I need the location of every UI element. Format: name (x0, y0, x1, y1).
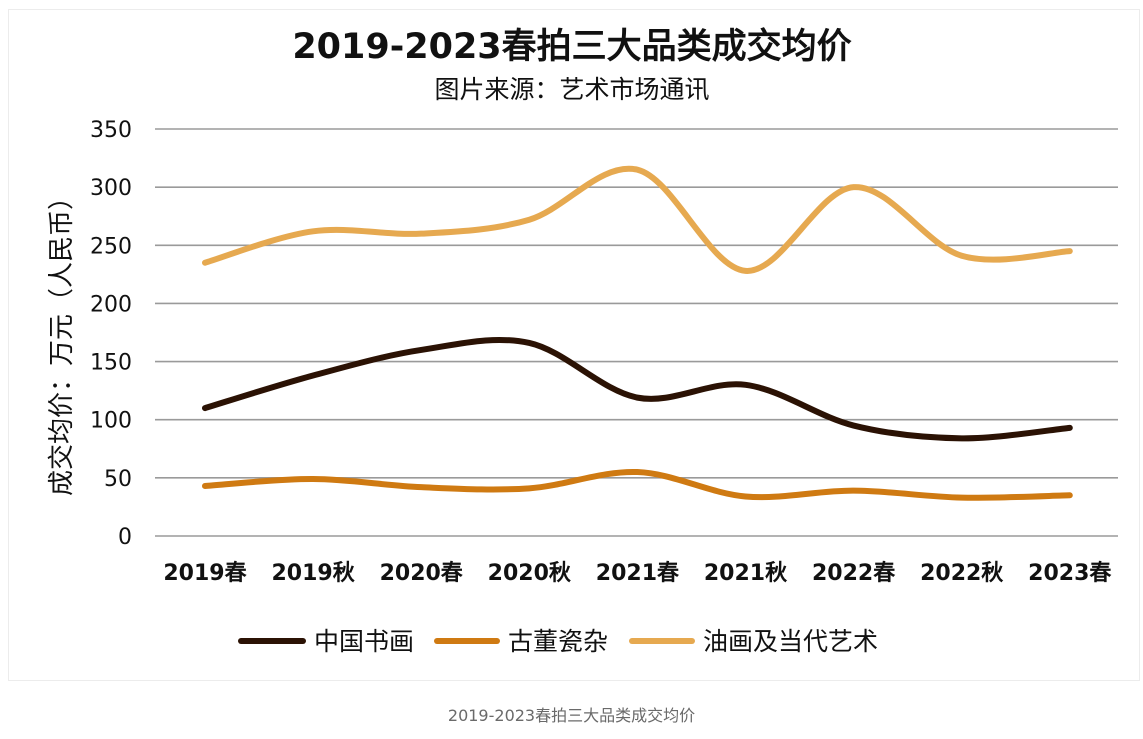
x-tick-label: 2020秋 (488, 561, 572, 586)
x-tick-label: 2019秋 (271, 561, 355, 586)
x-axis-ticks: 2019春 2019秋 2020春 2020秋 2021春 2021秋 2022春 2022秋… (163, 561, 1111, 586)
y-axis-ticks: 0 50 100 150 200 250 300 350 (90, 118, 132, 550)
y-tick-label: 200 (90, 292, 132, 317)
x-tick-label: 2021秋 (704, 561, 788, 586)
x-tick-label: 2021春 (596, 561, 679, 586)
x-tick-label: 2022春 (812, 561, 895, 586)
image-caption: 2019-2023春拍三大品类成交均价 (447, 706, 696, 725)
y-axis-label: 成交均价：万元（人民币） (47, 184, 77, 496)
chart-subtitle: 图片来源：艺术市场通讯 (434, 75, 709, 104)
legend: 中国书画 古董瓷杂 油画及当代艺术 (238, 627, 878, 656)
x-tick-label: 2019春 (163, 561, 246, 586)
x-tick-label: 2022秋 (920, 561, 1004, 586)
series-line-2 (202, 165, 1073, 274)
series-line-1 (202, 469, 1073, 501)
y-tick-label: 100 (90, 409, 132, 434)
x-tick-label: 2020春 (380, 561, 463, 586)
chart-title: 2019-2023春拍三大品类成交均价 (292, 26, 851, 67)
y-tick-label: 250 (90, 234, 132, 259)
series-line-0 (202, 336, 1073, 442)
legend-label-2: 油画及当代艺术 (703, 627, 878, 656)
y-tick-label: 50 (104, 467, 132, 492)
chart-frame (8, 9, 1140, 681)
y-tick-label: 150 (90, 351, 132, 376)
x-tick-label: 2023春 (1028, 561, 1111, 586)
legend-label-0: 中国书画 (314, 627, 414, 656)
series-lines (202, 165, 1073, 501)
y-tick-label: 300 (90, 176, 132, 201)
y-tick-label: 0 (118, 525, 132, 550)
line-chart: 0 50 100 150 200 250 300 350 2019春 2019秋 2020春 202… (47, 26, 1118, 656)
y-tick-label: 350 (90, 118, 132, 143)
legend-label-1: 古董瓷杂 (508, 627, 608, 656)
